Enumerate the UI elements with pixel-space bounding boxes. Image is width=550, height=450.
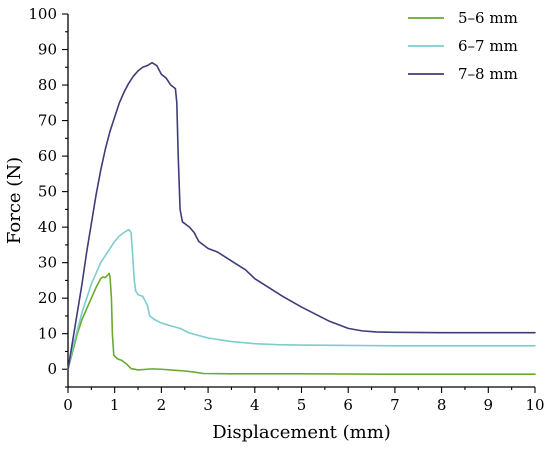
series-line-3 <box>67 61 536 371</box>
y-tick-label: 50 <box>38 183 57 201</box>
series-layer <box>67 61 536 376</box>
series-line-2 <box>67 228 536 371</box>
y-tick-label: 60 <box>38 147 57 165</box>
y-tick-label: 70 <box>38 112 57 130</box>
series-line-1 <box>67 272 536 376</box>
y-axis-title: Force (N) <box>4 157 25 244</box>
x-tick-label: 6 <box>343 396 353 414</box>
x-axis-title: Displacement (mm) <box>212 422 391 443</box>
legend: 5–6 mm 6–7 mm 7–8 mm <box>408 9 518 83</box>
x-tick-label: 9 <box>484 396 494 414</box>
y-tick-label: 90 <box>38 41 57 59</box>
x-tick-label: 4 <box>250 396 260 414</box>
x-tick-label: 8 <box>437 396 447 414</box>
legend-label: 7–8 mm <box>458 65 518 83</box>
x-tick-label: 1 <box>110 396 120 414</box>
x-tick-label: 5 <box>297 396 307 414</box>
y-tick-label: 100 <box>28 5 57 23</box>
legend-label: 5–6 mm <box>458 9 518 27</box>
legend-label: 6–7 mm <box>458 37 518 55</box>
x-tick-label: 2 <box>157 396 167 414</box>
y-tick-label: 10 <box>38 325 57 343</box>
x-tick-label: 3 <box>203 396 213 414</box>
y-tick-label: 30 <box>38 254 57 272</box>
x-tick-label: 10 <box>525 396 544 414</box>
x-tick-label: 7 <box>390 396 400 414</box>
x-tick-label: 0 <box>63 396 73 414</box>
y-tick-label: 0 <box>47 360 57 378</box>
y-tick-label: 80 <box>38 76 57 94</box>
y-tick-label: 20 <box>38 289 57 307</box>
y-tick-label: 40 <box>38 218 57 236</box>
